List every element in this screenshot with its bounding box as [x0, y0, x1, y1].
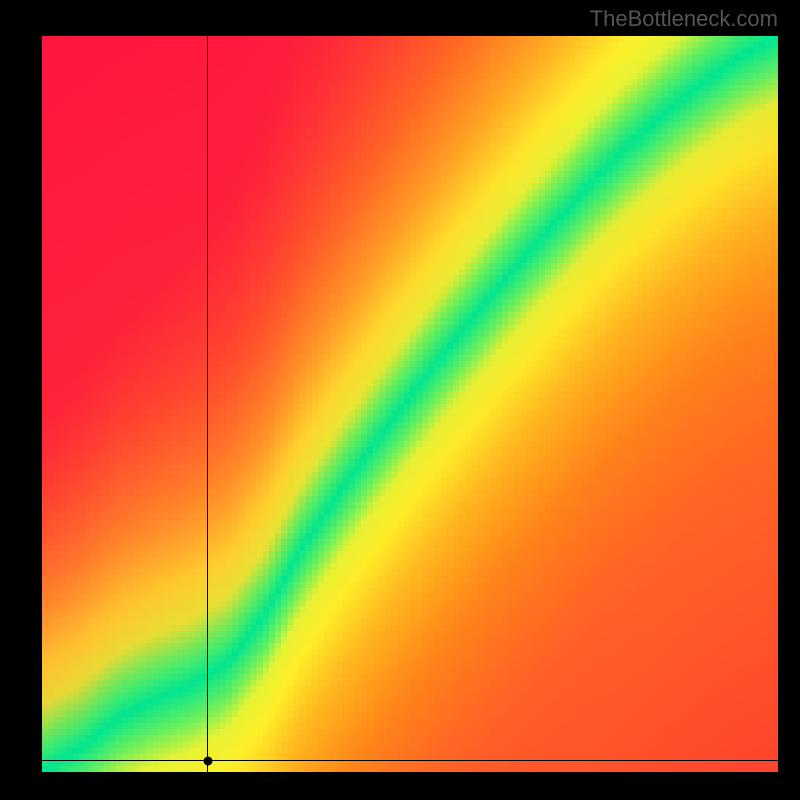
watermark-text: TheBottleneck.com: [590, 6, 778, 32]
crosshair-horizontal: [42, 760, 778, 761]
heatmap-canvas: [42, 36, 778, 772]
plot-area: [42, 36, 778, 772]
crosshair-vertical: [207, 36, 208, 772]
marker-point: [203, 756, 212, 765]
